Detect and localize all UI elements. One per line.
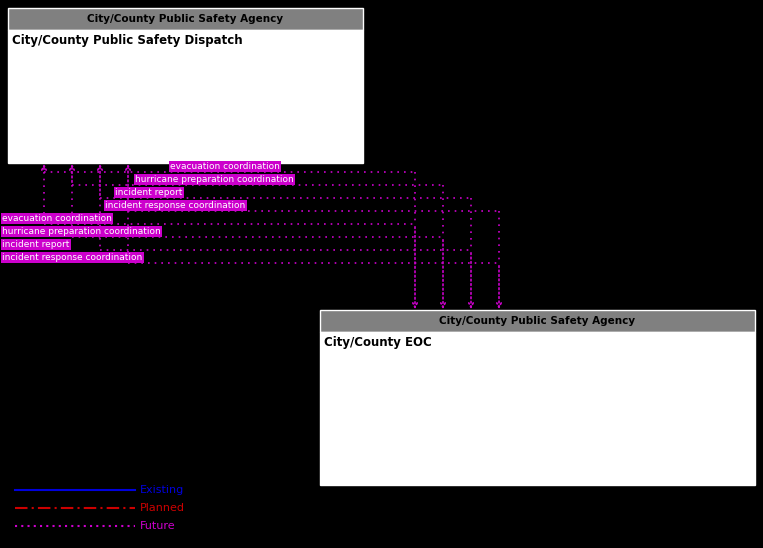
Text: hurricane preparation coordination: hurricane preparation coordination: [2, 227, 161, 236]
Bar: [8, 30, 363, 163]
Text: incident response coordination: incident response coordination: [105, 201, 245, 210]
Text: incident report: incident report: [115, 188, 182, 197]
Text: City/County Public Safety Agency: City/County Public Safety Agency: [439, 316, 636, 326]
Text: hurricane preparation coordination: hurricane preparation coordination: [135, 175, 294, 184]
Text: Planned: Planned: [140, 503, 185, 513]
Text: Existing: Existing: [140, 485, 184, 495]
Text: City/County Public Safety Agency: City/County Public Safety Agency: [88, 14, 284, 24]
Text: evacuation coordination: evacuation coordination: [170, 162, 280, 171]
Text: City/County EOC: City/County EOC: [324, 336, 432, 349]
Text: evacuation coordination: evacuation coordination: [2, 214, 112, 223]
Text: Future: Future: [140, 521, 175, 531]
Text: incident report: incident report: [2, 240, 69, 249]
Bar: [320, 332, 755, 485]
Text: incident response coordination: incident response coordination: [2, 253, 142, 262]
Bar: [8, 8, 363, 30]
Text: City/County Public Safety Dispatch: City/County Public Safety Dispatch: [12, 34, 243, 47]
Bar: [320, 310, 755, 332]
